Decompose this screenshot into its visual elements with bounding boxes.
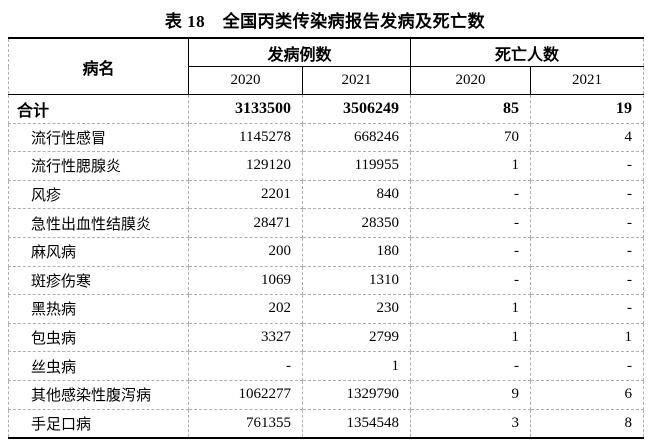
- cases-2020-cell: 3327: [188, 322, 303, 353]
- disease-name-cell: 流行性感冒: [8, 122, 189, 153]
- deaths-2020-cell: 1: [410, 294, 532, 324]
- table-row: 急性出血性结膜炎 28471 28350 - -: [8, 208, 645, 238]
- disease-name-cell: 黑热病: [8, 294, 189, 324]
- cases-2021-cell: 668246: [301, 122, 412, 153]
- deaths-2021-cell: 19: [530, 94, 645, 124]
- column-header-cases-2021: 2021: [301, 66, 412, 95]
- cases-2021-cell: 119955: [301, 151, 412, 181]
- disease-statistics-table: 病名 发病例数 死亡人数 2020 2021 2020 2021 合计 3133…: [8, 37, 645, 440]
- cases-2020-cell: 202: [188, 294, 303, 324]
- table-row: 其他感染性腹泻病 1062277 1329790 9 6: [8, 379, 645, 410]
- cases-2021-cell: 3506249: [301, 94, 412, 124]
- table-header: 病名 发病例数 死亡人数 2020 2021 2020 2021: [8, 37, 645, 95]
- column-header-deaths-2021: 2021: [530, 66, 645, 95]
- table-row: 丝虫病 - 1 - -: [8, 351, 645, 381]
- deaths-2020-cell: 70: [410, 122, 532, 153]
- cases-2021-cell: 1310: [301, 265, 412, 296]
- deaths-2020-cell: 9: [410, 379, 532, 410]
- column-header-deaths-2020: 2020: [410, 66, 532, 95]
- table-body: 合计 3133500 3506249 85 19 流行性感冒 1145278 6…: [8, 94, 645, 439]
- header-group-row: 病名 发病例数 死亡人数: [8, 37, 645, 95]
- cases-2020-cell: 1062277: [188, 379, 303, 410]
- deaths-2021-cell: -: [530, 294, 645, 324]
- cases-2020-cell: 2201: [188, 179, 303, 210]
- deaths-2021-cell: -: [530, 151, 645, 181]
- column-header-disease-name: 病名: [8, 37, 189, 95]
- table-row: 黑热病 202 230 1 -: [8, 294, 645, 324]
- deaths-2020-cell: -: [410, 265, 532, 296]
- deaths-2020-cell: 3: [410, 408, 532, 439]
- disease-name-cell: 急性出血性结膜炎: [8, 208, 189, 238]
- table-row: 风疹 2201 840 - -: [8, 179, 645, 210]
- column-header-cases-2020: 2020: [188, 66, 303, 95]
- disease-name-cell: 合计: [8, 94, 189, 124]
- cases-2020-cell: 1145278: [188, 122, 303, 153]
- cases-2021-cell: 230: [301, 294, 412, 324]
- deaths-2020-cell: 1: [410, 151, 532, 181]
- deaths-2021-cell: -: [530, 179, 645, 210]
- cases-2020-cell: 1069: [188, 265, 303, 296]
- deaths-2021-cell: -: [530, 351, 645, 381]
- deaths-2021-cell: 8: [530, 408, 645, 439]
- table-row: 斑疹伤寒 1069 1310 - -: [8, 265, 645, 296]
- table-row: 麻风病 200 180 - -: [8, 236, 645, 267]
- cases-2021-cell: 1: [301, 351, 412, 381]
- cases-2020-cell: 761355: [188, 408, 303, 439]
- deaths-2021-cell: 1: [530, 322, 645, 353]
- cases-2020-cell: -: [188, 351, 303, 381]
- disease-name-cell: 斑疹伤寒: [8, 265, 189, 296]
- deaths-2020-cell: -: [410, 351, 532, 381]
- table-row: 流行性腮腺炎 129120 119955 1 -: [8, 151, 645, 181]
- deaths-2021-cell: 6: [530, 379, 645, 410]
- deaths-2020-cell: 85: [410, 94, 532, 124]
- cases-2020-cell: 129120: [188, 151, 303, 181]
- disease-name-cell: 包虫病: [8, 322, 189, 353]
- table-row: 包虫病 3327 2799 1 1: [8, 322, 645, 353]
- deaths-2021-cell: 4: [530, 122, 645, 153]
- disease-name-cell: 流行性腮腺炎: [8, 151, 189, 181]
- column-group-cases: 发病例数: [187, 37, 412, 67]
- disease-name-cell: 麻风病: [8, 236, 189, 267]
- deaths-2020-cell: 1: [410, 322, 532, 353]
- header-years-row: 2020 2021 2020 2021: [9, 66, 645, 95]
- cases-2021-cell: 840: [301, 179, 412, 210]
- cases-2021-cell: 2799: [301, 322, 412, 353]
- cases-2020-cell: 200: [188, 236, 303, 267]
- deaths-2020-cell: -: [410, 236, 532, 267]
- table-row: 合计 3133500 3506249 85 19: [8, 94, 645, 124]
- cases-2020-cell: 3133500: [188, 94, 303, 124]
- column-group-deaths: 死亡人数: [410, 37, 645, 67]
- disease-name-cell: 丝虫病: [8, 351, 189, 381]
- table-row: 流行性感冒 1145278 668246 70 4: [8, 122, 645, 153]
- deaths-2020-cell: -: [410, 179, 532, 210]
- cases-2021-cell: 28350: [301, 208, 412, 238]
- disease-name-cell: 手足口病: [8, 408, 189, 439]
- cases-2021-cell: 1329790: [301, 379, 412, 410]
- cases-2021-cell: 1354548: [301, 408, 412, 439]
- deaths-2021-cell: -: [530, 265, 645, 296]
- deaths-2020-cell: -: [410, 208, 532, 238]
- deaths-2021-cell: -: [530, 208, 645, 238]
- table-title: 表 18 全国丙类传染病报告发病及死亡数: [164, 12, 486, 31]
- deaths-2021-cell: -: [530, 236, 645, 267]
- cases-2021-cell: 180: [301, 236, 412, 267]
- disease-name-cell: 风疹: [8, 179, 189, 210]
- cases-2020-cell: 28471: [188, 208, 303, 238]
- table-row: 手足口病 761355 1354548 3 8: [8, 408, 645, 439]
- disease-name-cell: 其他感染性腹泻病: [8, 379, 189, 410]
